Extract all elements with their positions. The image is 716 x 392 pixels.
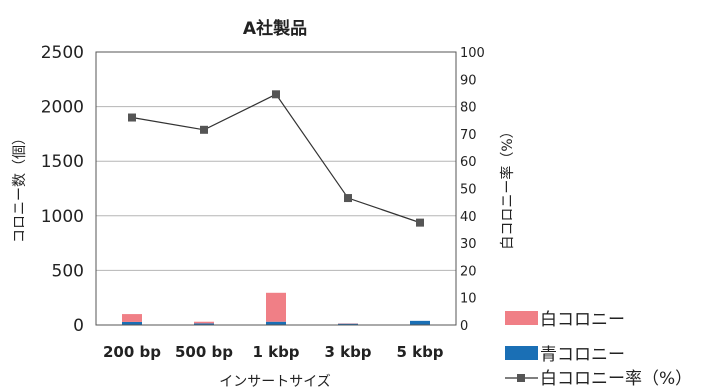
y2-tick-label: 10 <box>460 292 477 307</box>
y-tick-label: 1500 <box>41 152 84 172</box>
legend-swatch-white-colony <box>505 311 538 325</box>
legend-swatch-blue-colony <box>505 346 538 360</box>
y-tick-label: 0 <box>73 316 84 336</box>
bar-blue-colony <box>338 323 358 325</box>
y2-tick-label: 40 <box>460 210 477 225</box>
x-tick-label: 200 bp <box>103 343 161 361</box>
gridlines <box>96 106 456 271</box>
bar-blue-colony <box>266 321 286 325</box>
bar-blue-colony <box>122 321 142 325</box>
bar-white-colony <box>194 321 214 324</box>
y2-tick-label: 0 <box>460 319 468 334</box>
tick-labels: 0 500 1000 1500 2000 2500 0 10 20 30 40 50 60 70 80 90 1… <box>41 43 485 361</box>
legend-label-white-colony: 白コロニー <box>540 310 625 330</box>
point-white-rate <box>416 218 424 227</box>
legend: 白コロニー 青コロニー 白コロニー率（%） <box>505 310 692 389</box>
x-tick-label: 500 bp <box>175 343 233 361</box>
y-tick-label: 1000 <box>41 207 84 227</box>
y2-tick-label: 100 <box>460 46 485 61</box>
bar-white-colony <box>266 292 286 322</box>
point-white-rate <box>344 194 352 203</box>
y2-tick-label: 70 <box>460 128 477 143</box>
x-tick-label: 1 kbp <box>252 343 299 361</box>
x-tick-label: 3 kbp <box>324 343 371 361</box>
y-tick-label: 2000 <box>41 98 84 118</box>
chart-title: A社製品 <box>243 18 307 39</box>
y2-axis-title: 白コロニー率（%） <box>499 124 516 249</box>
point-white-rate <box>128 113 136 122</box>
y2-tick-label: 20 <box>460 264 477 279</box>
line-series <box>128 90 424 227</box>
bars <box>122 292 430 325</box>
bar-blue-colony <box>410 320 430 325</box>
y2-tick-label: 50 <box>460 183 477 198</box>
y-axis-title: コロニー数（個） <box>12 131 28 243</box>
y2-tick-label: 60 <box>460 155 477 170</box>
x-tick-label: 5 kbp <box>396 343 443 361</box>
point-white-rate <box>200 125 208 134</box>
y2-tick-label: 30 <box>460 237 477 252</box>
x-axis-title: インサートサイズ <box>219 374 331 390</box>
legend-label-white-rate: 白コロニー率（%） <box>540 369 692 389</box>
y2-tick-label: 80 <box>460 101 477 116</box>
plot-frame <box>95 51 457 326</box>
y2-tick-label: 90 <box>460 73 477 88</box>
y-tick-label: 500 <box>52 261 84 281</box>
legend-label-blue-colony: 青コロニー <box>540 345 625 365</box>
point-white-rate <box>272 90 280 99</box>
bar-blue-colony <box>194 323 214 325</box>
legend-marker-white-rate <box>517 374 525 382</box>
bar-white-colony <box>122 314 142 322</box>
y-tick-label: 2500 <box>41 43 84 63</box>
plot-area-border <box>95 51 457 326</box>
line-white-rate <box>131 93 421 224</box>
